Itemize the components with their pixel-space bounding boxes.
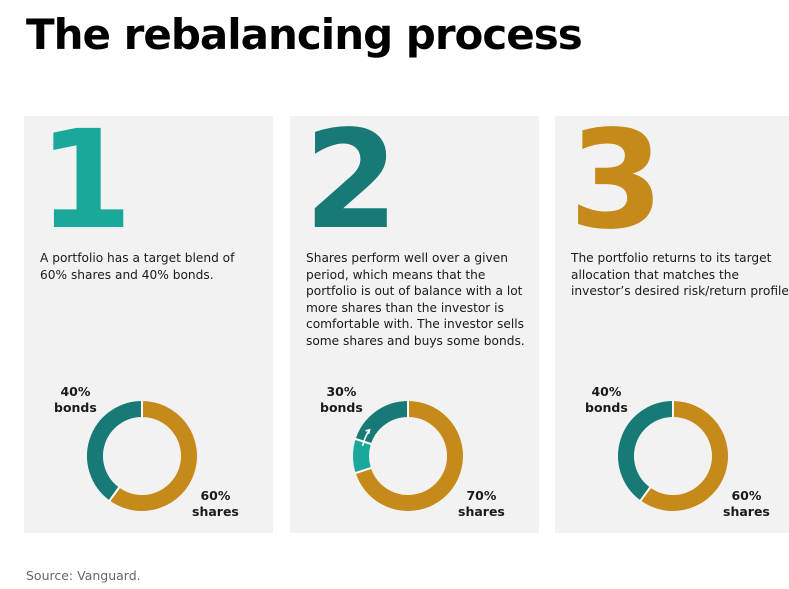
slice-divider <box>354 466 373 475</box>
bonds-percent: 30% <box>326 384 357 399</box>
step-card-1: 1 A portfolio has a target blend of 60% … <box>24 102 273 533</box>
bonds-text: bonds <box>585 399 628 415</box>
bonds-percent: 40% <box>591 384 622 399</box>
step-card-3: 3 The portfolio returns to its target al… <box>555 102 789 533</box>
bonds-label: 40% bonds <box>54 384 97 415</box>
step-description: Shares perform well over a given period,… <box>306 251 525 348</box>
step-description: The portfolio returns to its target allo… <box>571 251 789 298</box>
bonds-label: 30% bonds <box>320 384 363 415</box>
allocation-donut-chart <box>353 400 463 511</box>
bonds-percent: 40% <box>60 384 91 399</box>
allocation-donut-chart <box>618 400 728 511</box>
shares-label: 60% shares <box>192 488 239 519</box>
shares-text: shares <box>458 503 505 519</box>
step-number: 1 <box>38 102 133 260</box>
step-number: 3 <box>569 102 664 260</box>
slice-divider <box>639 486 652 502</box>
bonds-slice <box>87 401 143 501</box>
bonds-text: bonds <box>54 399 97 415</box>
allocation-donut-chart <box>87 400 197 511</box>
shares-text: shares <box>723 503 770 519</box>
step-description: A portfolio has a target blend of 60% sh… <box>40 251 235 282</box>
bonds-slice <box>618 401 674 501</box>
rebalance-arrowhead-icon <box>365 428 371 435</box>
shares-label: 60% shares <box>723 488 770 519</box>
shares-percent: 60% <box>200 488 231 503</box>
page-title: The rebalancing process <box>26 10 583 59</box>
shares-label: 70% shares <box>458 488 505 519</box>
step-number: 2 <box>304 102 399 260</box>
shares-slice <box>640 401 728 511</box>
bonds-text: bonds <box>320 399 363 415</box>
source-note: Source: Vanguard. <box>26 568 141 583</box>
shares-text: shares <box>192 503 239 519</box>
shares-percent: 60% <box>731 488 762 503</box>
shares-percent: 70% <box>466 488 497 503</box>
step-card-2: 2 Shares perform well over a given perio… <box>290 102 539 533</box>
shares-slice <box>355 401 463 511</box>
slice-divider <box>108 486 121 502</box>
bonds-slice <box>355 401 409 445</box>
bonds-label: 40% bonds <box>585 384 628 415</box>
shares-slice <box>109 401 197 511</box>
